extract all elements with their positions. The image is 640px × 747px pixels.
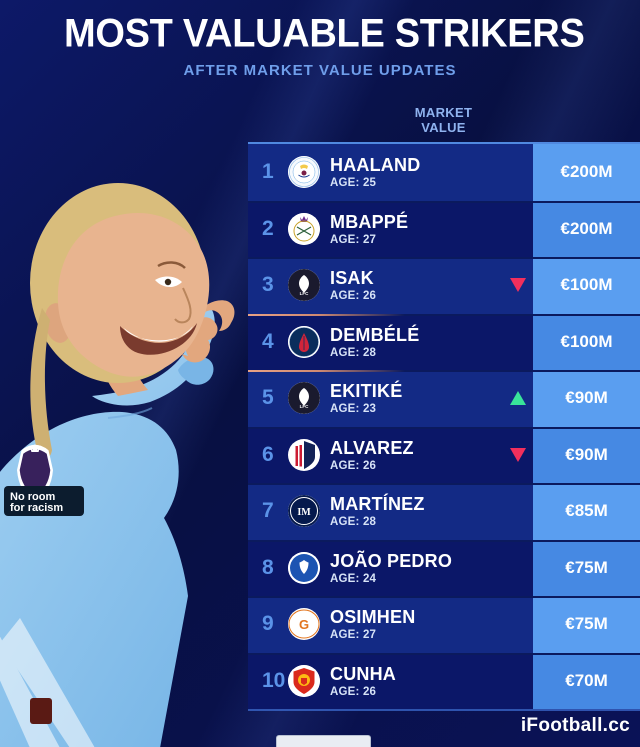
svg-text:LFC: LFC — [300, 291, 309, 296]
svg-text:IM: IM — [297, 507, 311, 518]
svg-text:for racism: for racism — [10, 502, 63, 514]
svg-text:LFC: LFC — [300, 404, 309, 409]
svg-text:G: G — [299, 617, 309, 632]
